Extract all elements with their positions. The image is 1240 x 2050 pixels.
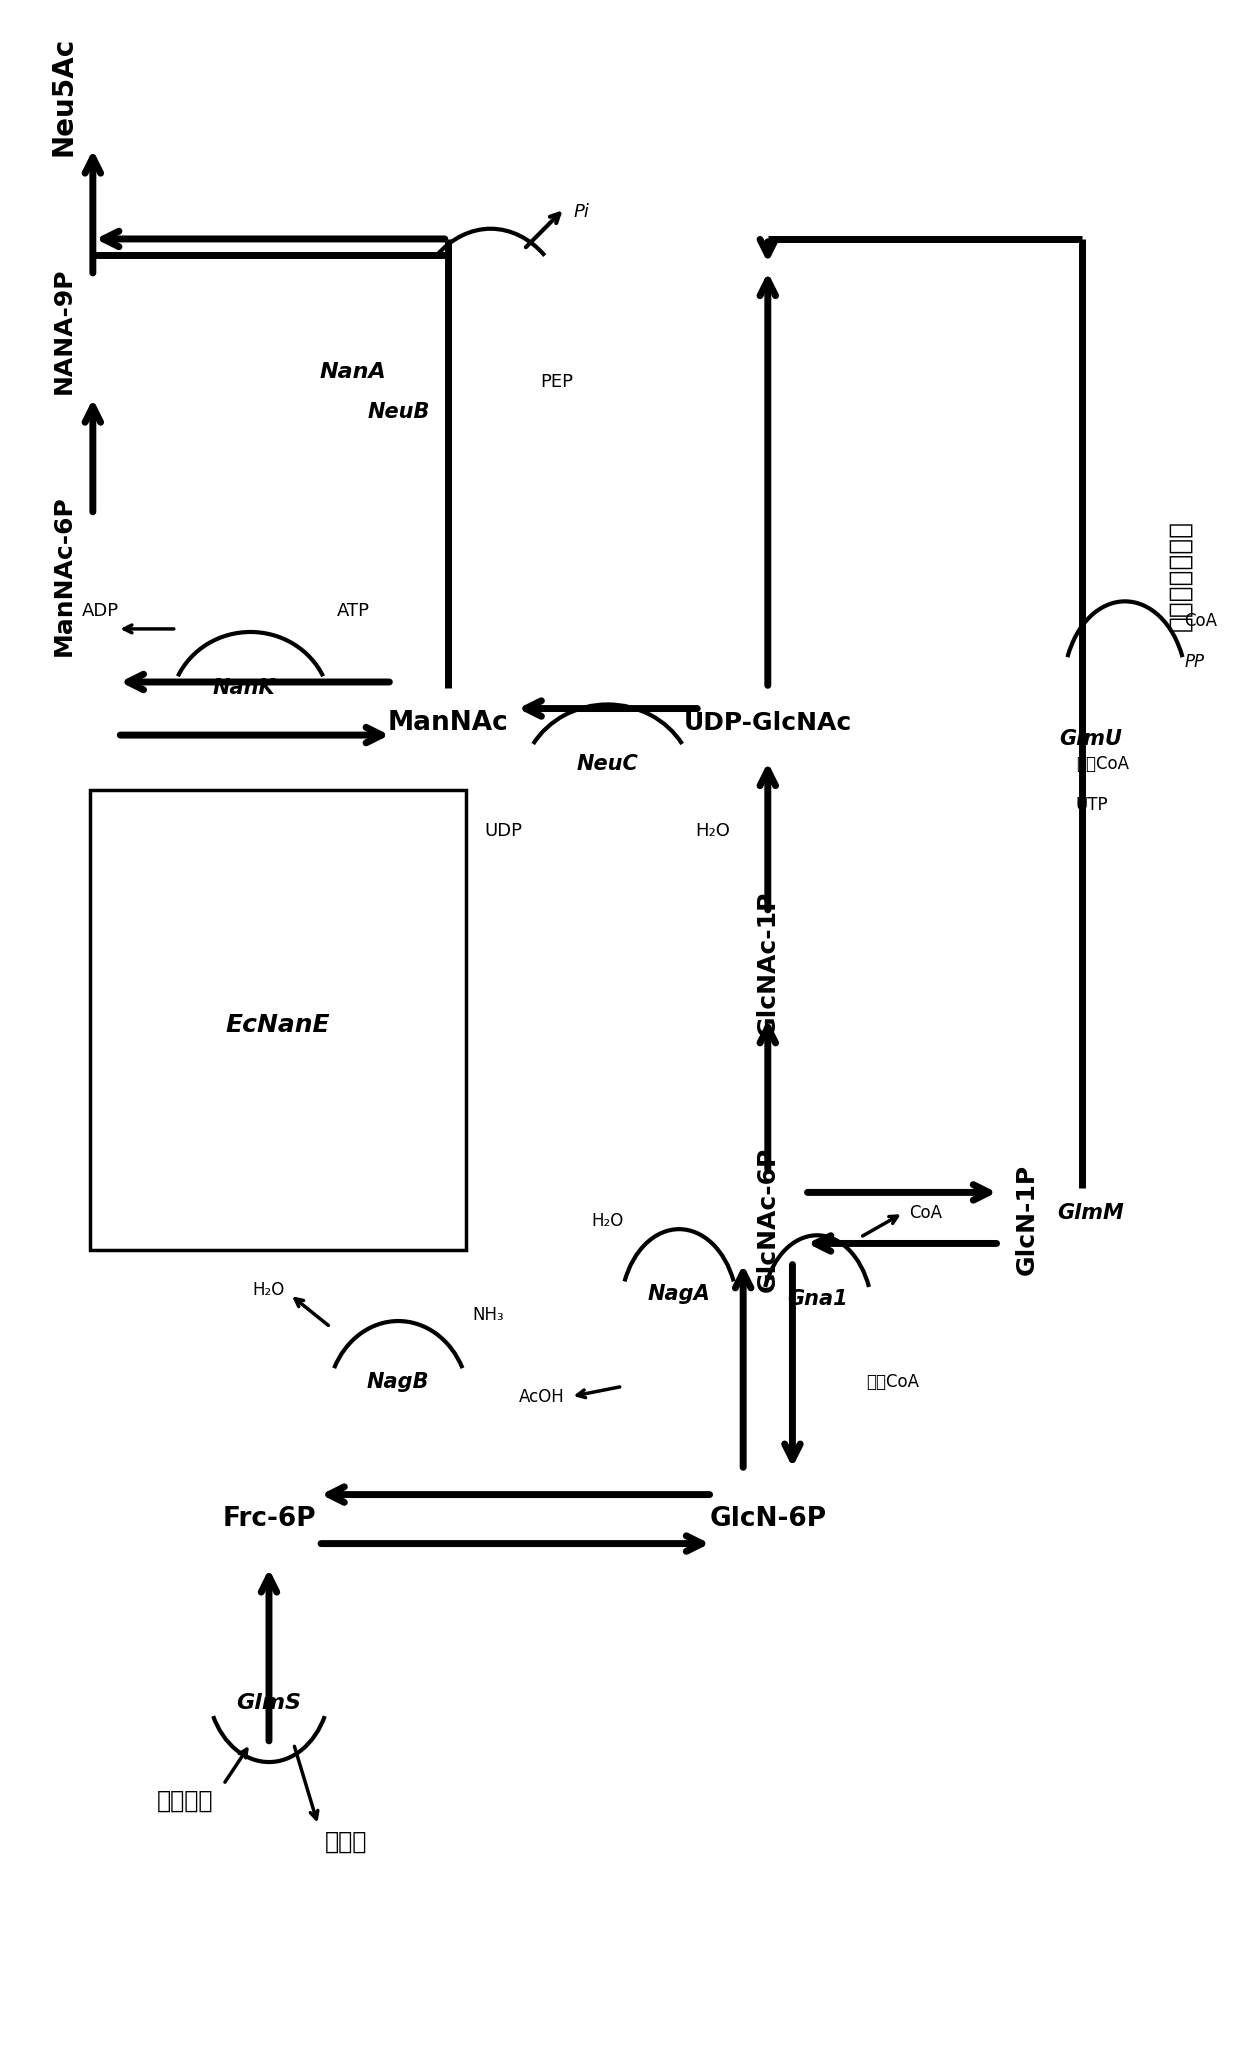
Text: Pi: Pi bbox=[573, 203, 589, 221]
Text: NanK: NanK bbox=[213, 679, 275, 699]
Text: ManNAc: ManNAc bbox=[387, 709, 508, 736]
Text: UDP: UDP bbox=[484, 822, 522, 840]
Text: PEP: PEP bbox=[539, 373, 573, 392]
Text: Gna1: Gna1 bbox=[786, 1289, 847, 1308]
Text: ATP: ATP bbox=[337, 601, 370, 619]
Text: EcNanE: EcNanE bbox=[226, 1013, 330, 1037]
Text: NeuB: NeuB bbox=[367, 402, 429, 422]
Text: NagA: NagA bbox=[647, 1285, 711, 1304]
Text: 谷氨酸: 谷氨酸 bbox=[325, 1831, 367, 1853]
Text: UTP: UTP bbox=[1076, 795, 1109, 814]
Text: GlmU: GlmU bbox=[1059, 730, 1122, 748]
Text: 细胞壁生物合成: 细胞壁生物合成 bbox=[1167, 521, 1193, 631]
Text: GlcN-6P: GlcN-6P bbox=[709, 1507, 826, 1531]
Text: Frc-6P: Frc-6P bbox=[222, 1507, 316, 1531]
Text: 乙酰CoA: 乙酰CoA bbox=[867, 1374, 919, 1392]
Text: GlcNAc-1P: GlcNAc-1P bbox=[756, 892, 780, 1037]
Text: GlcNAc-6P: GlcNAc-6P bbox=[756, 1146, 780, 1292]
Text: CoA: CoA bbox=[1184, 611, 1218, 629]
Text: NanA: NanA bbox=[319, 361, 386, 381]
Text: NeuC: NeuC bbox=[577, 754, 639, 773]
Text: GlmS: GlmS bbox=[237, 1693, 301, 1714]
Text: H₂O: H₂O bbox=[591, 1212, 624, 1230]
Text: NANA-9P: NANA-9P bbox=[51, 269, 76, 394]
Text: PP: PP bbox=[1184, 652, 1204, 670]
Text: H₂O: H₂O bbox=[694, 822, 730, 840]
FancyBboxPatch shape bbox=[91, 789, 466, 1250]
Text: H₂O: H₂O bbox=[253, 1281, 285, 1300]
Text: ADP: ADP bbox=[82, 601, 119, 619]
Text: CoA: CoA bbox=[909, 1203, 942, 1222]
Text: UDP-GlcNAc: UDP-GlcNAc bbox=[683, 711, 852, 734]
Text: NagB: NagB bbox=[367, 1371, 429, 1392]
Text: Neu5Ac: Neu5Ac bbox=[50, 37, 77, 156]
Text: 谷氨酰胺: 谷氨酰胺 bbox=[157, 1790, 213, 1812]
Text: GlcN-1P: GlcN-1P bbox=[1014, 1164, 1038, 1275]
Text: GlmM: GlmM bbox=[1058, 1203, 1123, 1224]
Text: 乙酰CoA: 乙酰CoA bbox=[1076, 754, 1128, 773]
Text: AcOH: AcOH bbox=[518, 1388, 564, 1406]
Text: NH₃: NH₃ bbox=[472, 1306, 503, 1324]
Text: ManNAc-6P: ManNAc-6P bbox=[51, 496, 76, 656]
